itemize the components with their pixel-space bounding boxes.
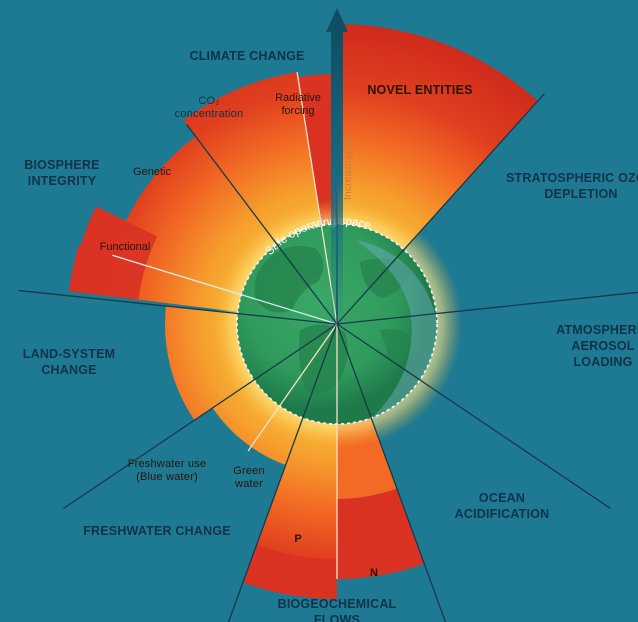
increasing-risk-label: Increasing risk (342, 132, 354, 200)
stratospheric-ozone-label: STRATOSPHERIC OZONE DEPLETION (506, 171, 638, 201)
divider-biosphere-land (18, 289, 338, 325)
radiative-forcing-label: Radiative forcing (275, 92, 321, 117)
novel-entities-label: NOVEL ENTITIES (367, 83, 473, 97)
divider-freshwater-bio (227, 323, 338, 622)
divider-bio-ocean (336, 323, 447, 622)
divider-climate-sub (296, 72, 338, 325)
biogeochemical-flows-label: BIOGEOCHEMICAL FLOWS (277, 597, 397, 622)
biosphere-integrity-label: BIOSPHERE INTEGRITY (24, 158, 100, 188)
divider-aerosol-ocean (336, 323, 611, 510)
band-radiative (297, 74, 337, 112)
divider-freshwater-sub (247, 323, 338, 452)
divider-biosphere-sub (112, 254, 338, 325)
divider-novel-ozone (336, 93, 545, 325)
functional-label: Functional (99, 241, 151, 253)
green-water-label: Green water (233, 465, 265, 490)
freshwater-change-label: FRESHWATER CHANGE (83, 524, 231, 538)
divider-climate-left (186, 123, 338, 325)
phosphorus-label: P (294, 533, 302, 545)
divider-ozone-aerosol (336, 291, 638, 325)
atmospheric-aerosol-label: ATMOSPHERIC AEROSOL LOADING (556, 323, 638, 369)
divider-land-freshwater (63, 323, 338, 510)
freshwater-use-label: Freshwater use (Blue water) (127, 458, 207, 483)
band-phosphorus (242, 544, 337, 599)
climate-change-label: CLIMATE CHANGE (189, 49, 305, 63)
band-nitrogen (337, 526, 425, 579)
increasing-risk-arrow: Increasing risk (326, 8, 354, 330)
nitrogen-label: N (370, 567, 378, 579)
ocean-acidification-label: OCEAN ACIDIFICATION (454, 491, 550, 521)
land-system-change-label: LAND-SYSTEM CHANGE (22, 347, 116, 377)
co2-concentration-label: CO₂ concentration (174, 95, 244, 120)
band-functional (70, 206, 158, 300)
genetic-label: Genetic (133, 166, 171, 178)
